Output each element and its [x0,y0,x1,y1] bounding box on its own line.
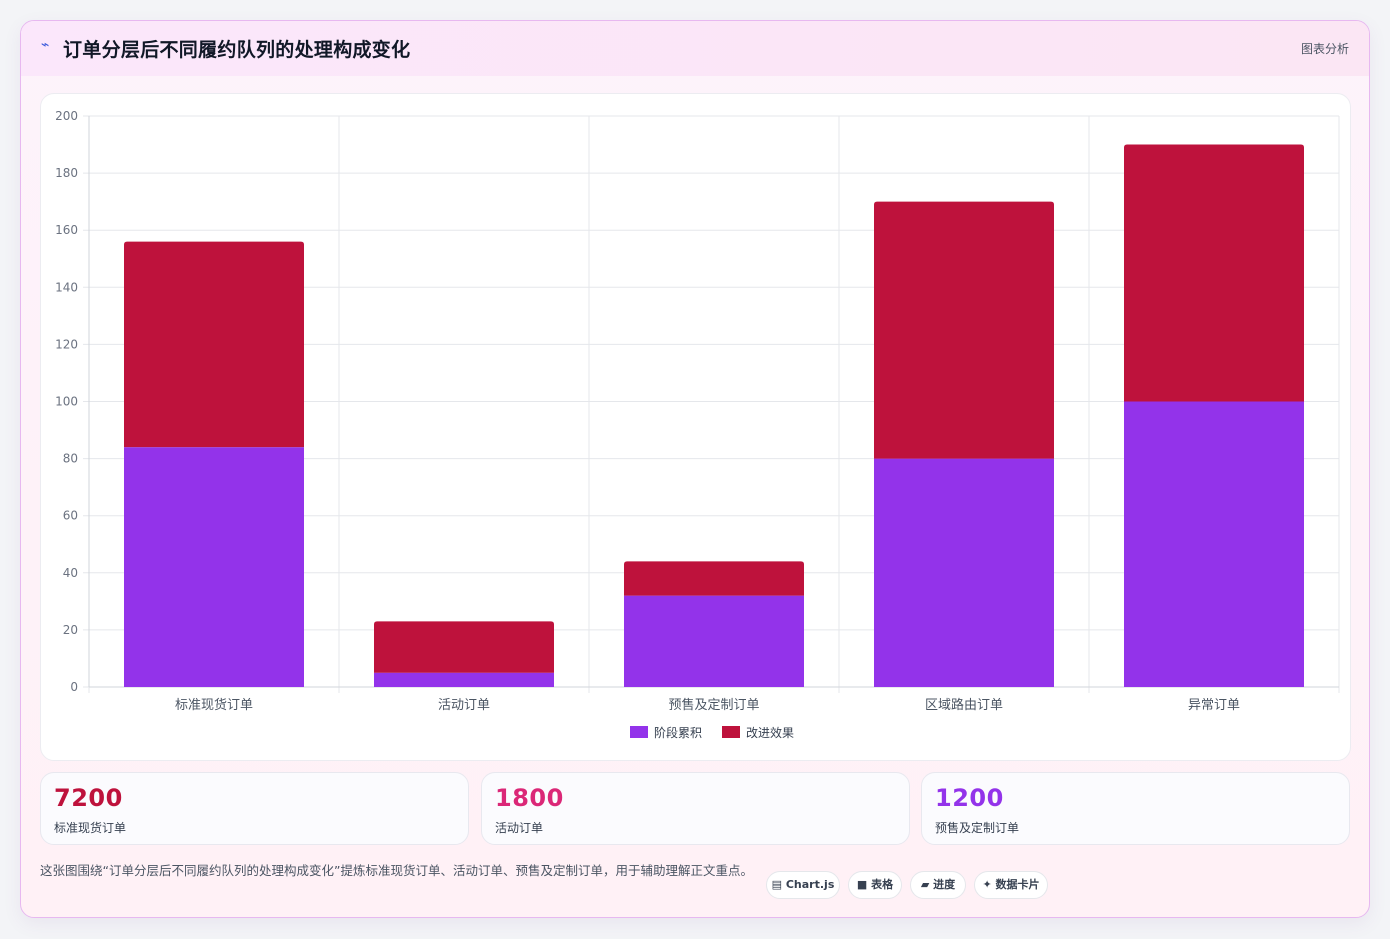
legend-label: 阶段累积 [654,725,702,740]
bar-阶段累积 [874,458,1054,687]
y-tick-label: 140 [55,280,78,294]
chart-icon: ▤ [771,878,783,891]
legend-label: 改进效果 [746,725,794,740]
y-tick-label: 80 [63,452,78,466]
card-header: ⌁ 订单分层后不同履约队列的处理构成变化 图表分析 [21,21,1369,76]
sparkle-icon: ✦ [982,878,992,891]
y-tick-label: 20 [63,623,78,637]
tag-data-card[interactable]: ✦ 数据卡片 [974,871,1048,899]
tag-label: 数据卡片 [995,878,1040,891]
tag-chartjs[interactable]: ▤ Chart.js [766,871,840,899]
header-badge: 图表分析 [1300,42,1349,56]
bar-改进效果 [1124,144,1304,402]
legend-swatch [630,726,648,738]
bar-改进效果 [124,241,304,448]
stat-card-3: 1200 预售及定制订单 [921,772,1350,845]
x-tick-label: 预售及定制订单 [668,697,759,713]
x-tick-label: 区域路由订单 [925,697,1003,713]
x-tick-label: 活动订单 [438,698,490,713]
bar-改进效果 [624,561,804,596]
stat-label: 预售及定制订单 [935,821,1020,835]
x-tick-label: 异常订单 [1188,698,1240,713]
y-tick-label: 40 [63,566,78,580]
y-tick-label: 100 [55,395,78,409]
bar-阶段累积 [374,672,554,687]
stat-label: 活动订单 [495,821,544,835]
bar-阶段累积 [1124,401,1304,687]
table-icon: ■ [856,878,868,891]
bar-阶段累积 [624,595,804,687]
chart-card: ⌁ 订单分层后不同履约队列的处理构成变化 图表分析 0 20 40 60 80 100 12… [20,20,1370,918]
chart-panel: 0 20 40 60 80 100 120 140 160 180 200 标准现货订单 活动订单 预售及… [40,93,1351,761]
bar-阶段累积 [124,447,304,687]
y-tick-label: 60 [63,509,78,523]
chart-footnote: 这张图围绕“订单分层后不同履约队列的处理构成变化”提炼标准现货订单、活动订单、预… [40,863,753,878]
progress-icon: ▰ [920,878,930,891]
trend-icon: ⌁ [41,37,50,53]
stat-value: 1200 [935,784,1004,812]
tag-label: Chart.js [785,878,835,891]
stat-card-2: 1800 活动订单 [481,772,910,845]
y-tick-label: 160 [55,223,78,237]
legend-swatch [722,726,740,738]
bar-改进效果 [374,621,554,673]
tag-progress[interactable]: ▰ 进度 [910,871,966,899]
tag-label: 进度 [933,878,956,891]
bar-改进效果 [874,201,1054,459]
x-tick-label: 标准现货订单 [175,697,253,713]
y-tick-label: 200 [55,109,78,123]
stat-value: 1800 [495,784,564,812]
tag-label: 表格 [871,878,894,891]
stat-card-1: 7200 标准现货订单 [40,772,469,845]
tag-table[interactable]: ■ 表格 [848,871,902,899]
stat-label: 标准现货订单 [54,821,127,835]
stacked-bar-chart: 0 20 40 60 80 100 120 140 160 180 200 标准现货订单 活动订单 预售及… [55,109,1340,740]
chart-title: 订单分层后不同履约队列的处理构成变化 [63,39,411,61]
y-tick-label: 180 [55,166,78,180]
stat-value: 7200 [54,784,123,812]
y-tick-label: 0 [70,680,78,694]
y-tick-label: 120 [55,337,78,351]
